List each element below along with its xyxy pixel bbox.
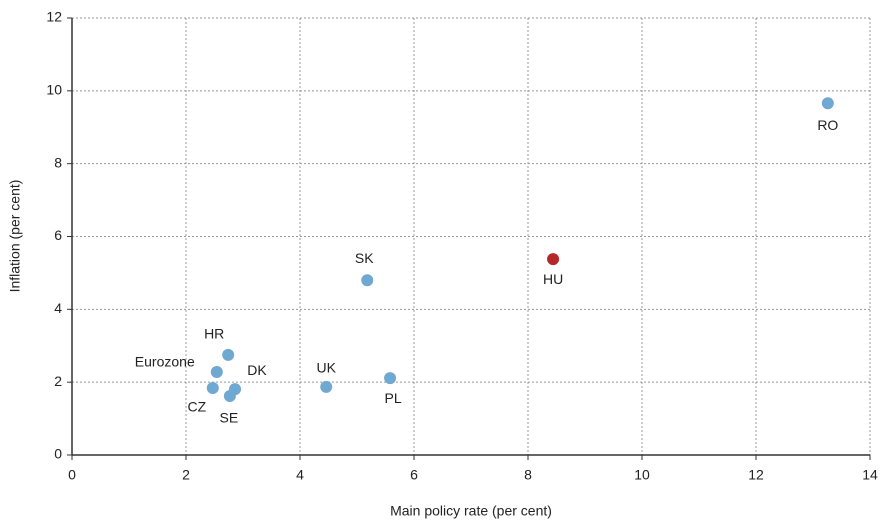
point-label: HU	[543, 271, 563, 287]
y-tick-label: 10	[46, 82, 62, 98]
x-tick-label: 12	[748, 467, 764, 483]
point	[210, 365, 223, 378]
point-label: SE	[220, 410, 239, 426]
point-label: UK	[316, 360, 336, 376]
point	[320, 380, 333, 393]
y-tick-label: 8	[54, 154, 62, 170]
point	[547, 253, 560, 266]
x-tick-label: 0	[68, 467, 76, 483]
y-tick-label: 12	[46, 9, 62, 25]
point-label: RO	[817, 117, 838, 133]
point	[223, 390, 236, 403]
point	[222, 348, 235, 361]
y-tick-label: 0	[54, 446, 62, 462]
y-tick-label: 6	[54, 227, 62, 243]
x-tick-label: 4	[296, 467, 304, 483]
point-label: HR	[204, 326, 224, 342]
point	[821, 97, 834, 110]
point	[206, 381, 219, 394]
x-axis-title: Main policy rate (per cent)	[390, 503, 552, 519]
x-tick-label: 10	[634, 467, 650, 483]
point-label: CZ	[187, 399, 206, 415]
x-tick-label: 6	[410, 467, 418, 483]
point-label: DK	[247, 362, 267, 378]
y-axis-title: Inflation (per cent)	[7, 180, 23, 293]
point-label: PL	[384, 390, 401, 406]
x-tick-label: 2	[182, 467, 190, 483]
point-label: Eurozone	[135, 354, 195, 370]
y-tick-label: 4	[54, 300, 62, 316]
y-tick-label: 2	[54, 373, 62, 389]
x-tick-label: 14	[862, 467, 878, 483]
point-label: SK	[355, 250, 374, 266]
x-tick-label: 8	[524, 467, 532, 483]
point	[361, 274, 374, 287]
point	[384, 372, 397, 385]
